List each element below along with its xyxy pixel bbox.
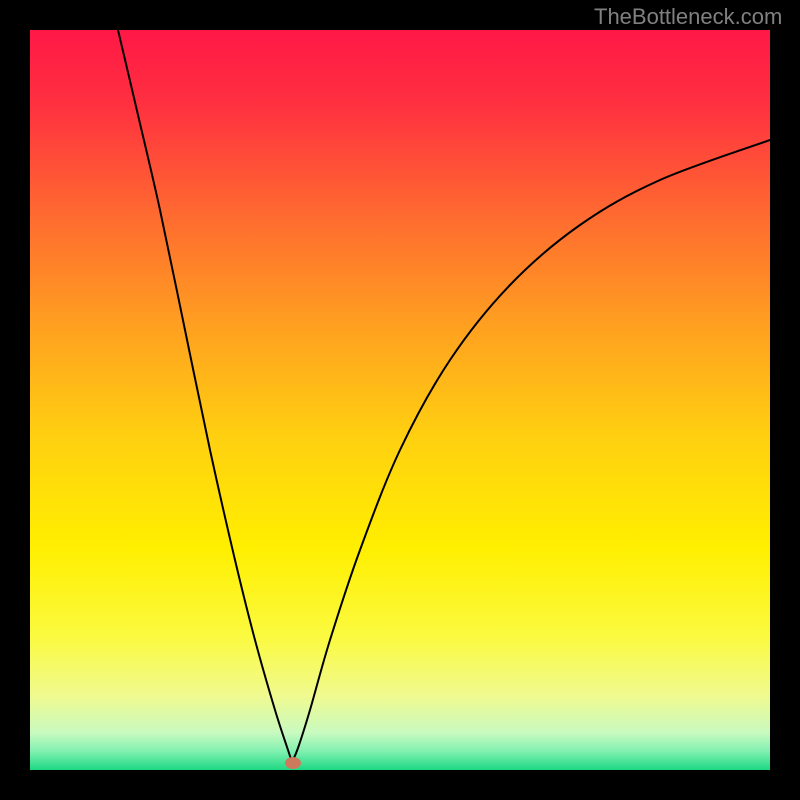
vertex-marker xyxy=(285,757,301,769)
watermark-text: TheBottleneck.com xyxy=(594,4,782,30)
chart-container xyxy=(30,30,770,770)
gradient-background xyxy=(30,30,770,770)
chart-svg xyxy=(30,30,770,770)
